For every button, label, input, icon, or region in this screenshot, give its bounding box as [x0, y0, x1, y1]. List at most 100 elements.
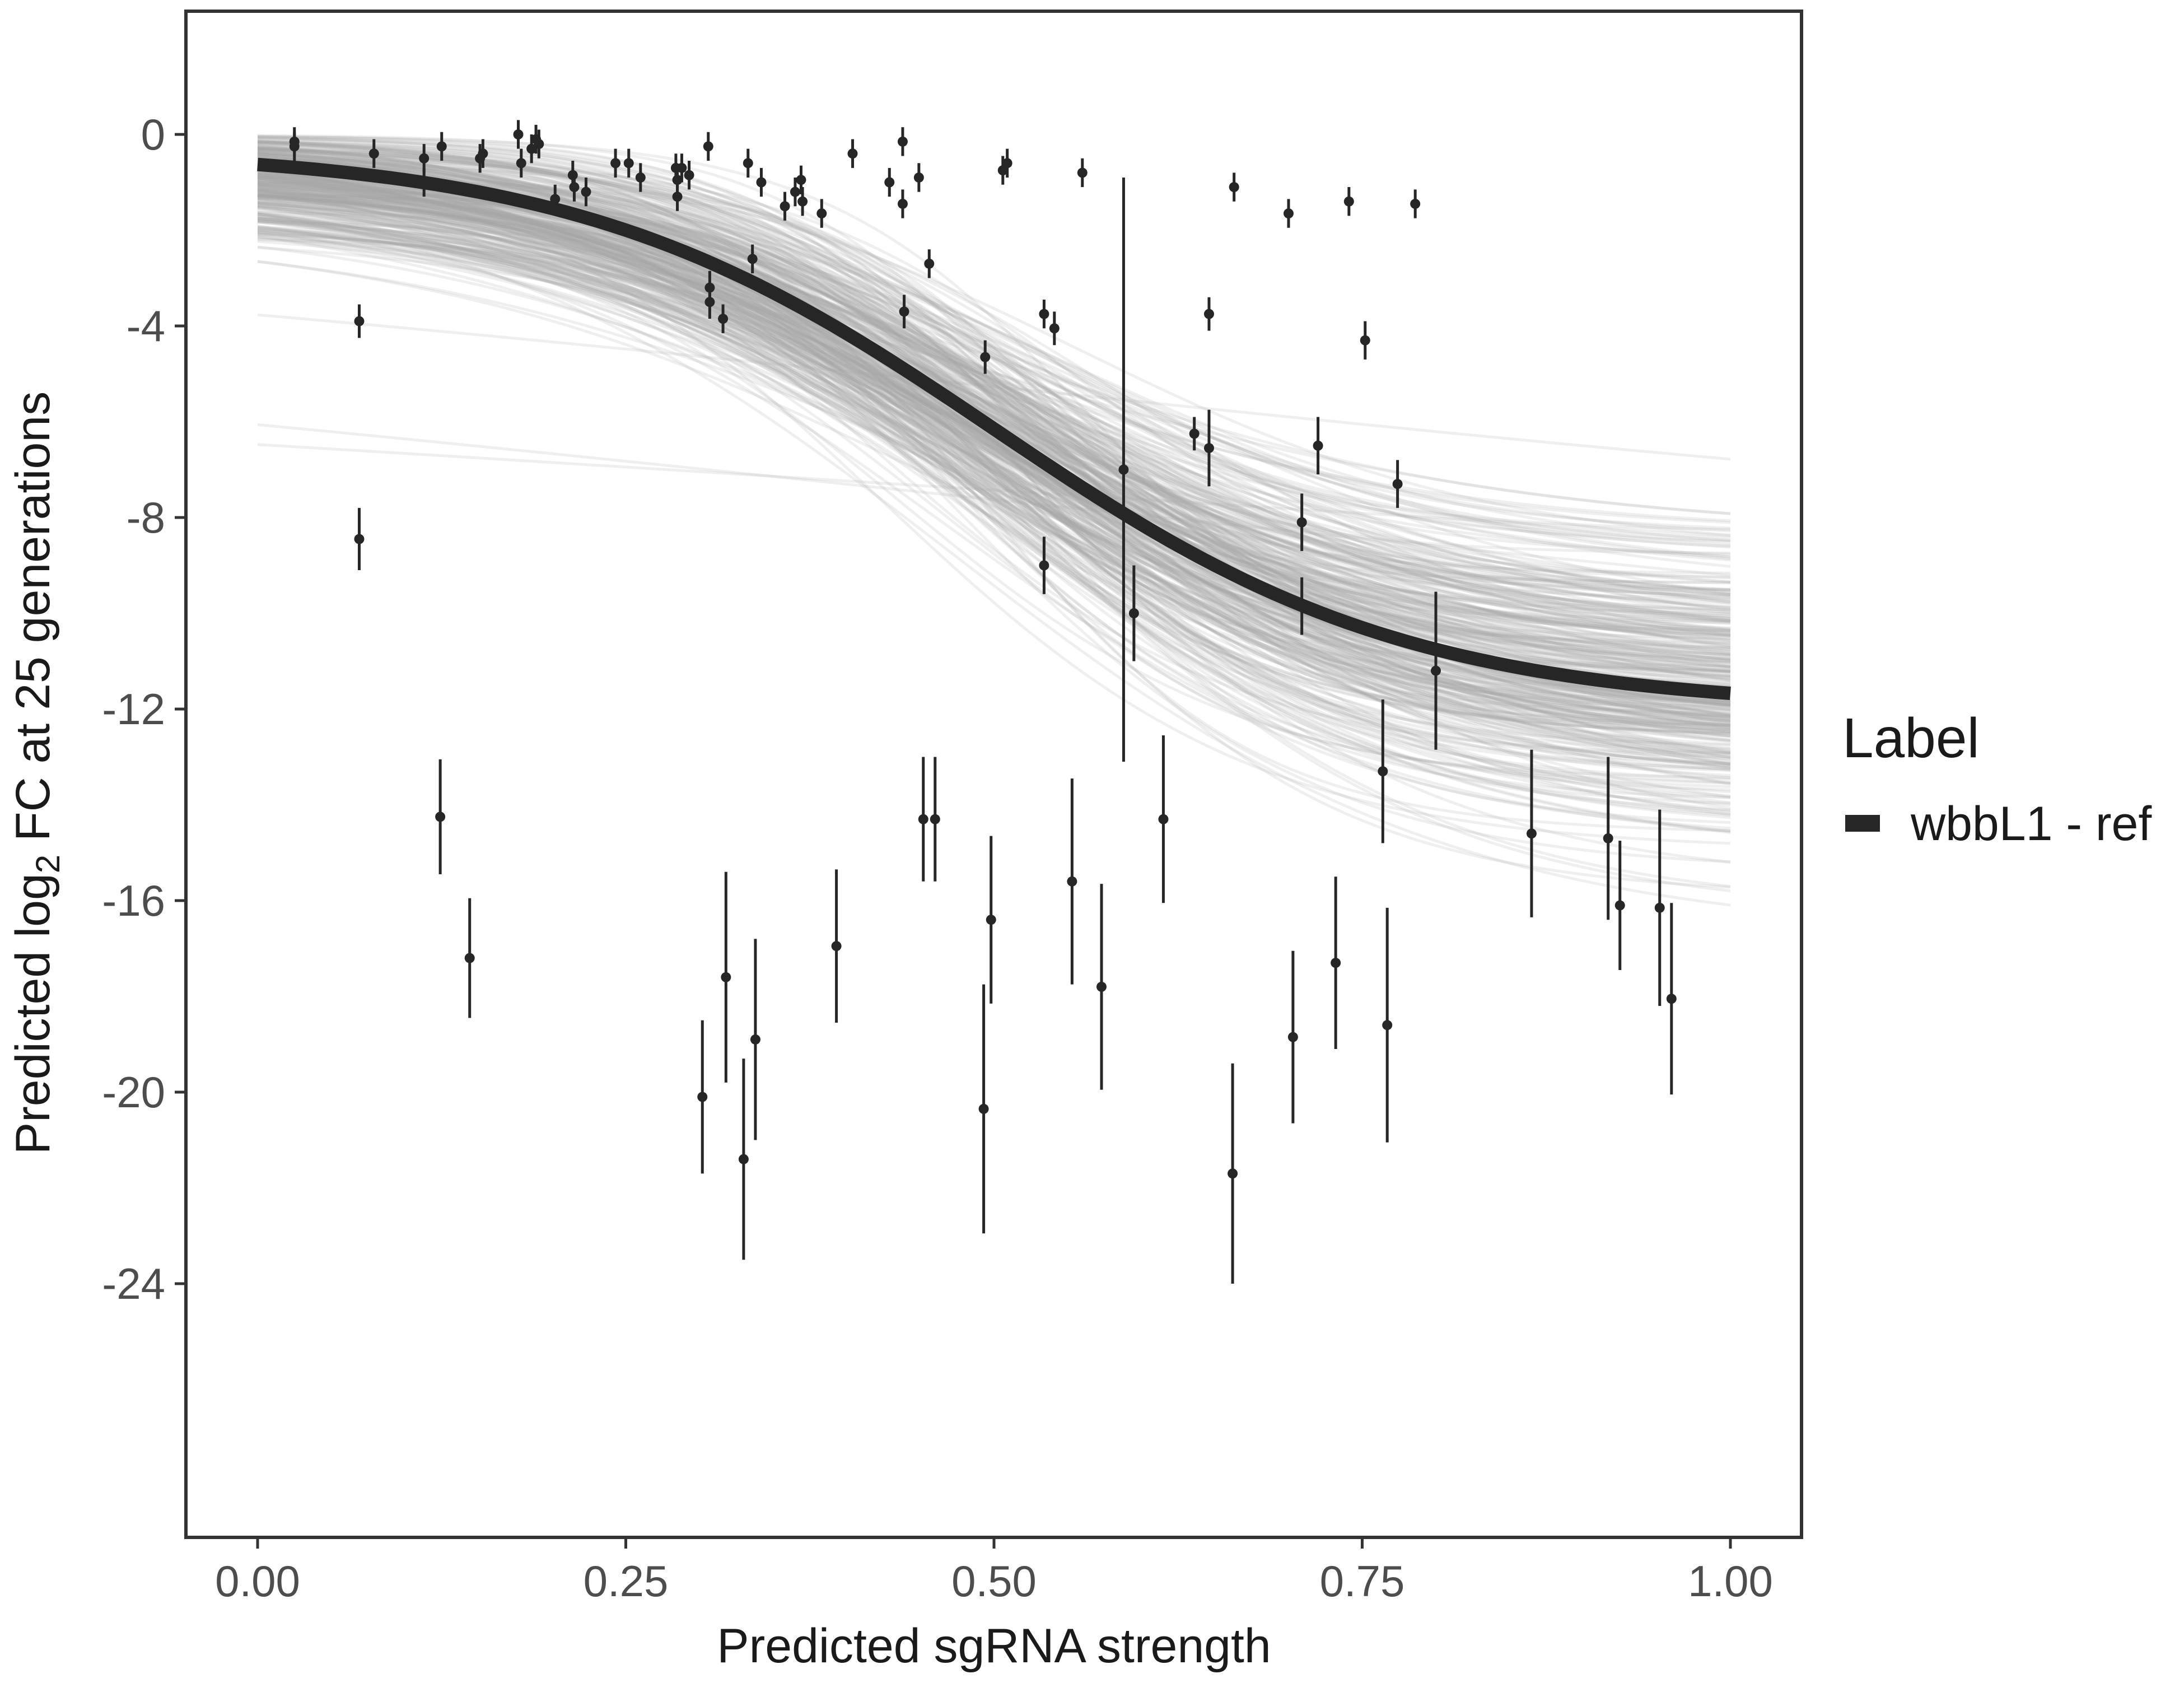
posterior-draw-line [257, 204, 1731, 726]
posterior-draw-line [257, 173, 1731, 668]
posterior-draw-line [257, 169, 1731, 729]
posterior-draw-line [257, 157, 1731, 558]
posterior-draw-line [257, 260, 1731, 707]
y-tick-label: -4 [127, 301, 165, 351]
posterior-draw-line [257, 192, 1731, 682]
posterior-draw-line [257, 183, 1731, 743]
posterior-draw-line [257, 203, 1731, 786]
data-point [704, 297, 715, 307]
posterior-draw-line [257, 164, 1731, 705]
posterior-draw-line [257, 232, 1731, 548]
posterior-draw-line [257, 199, 1731, 754]
posterior-draw-line [257, 178, 1731, 690]
posterior-draw-line [257, 238, 1731, 623]
posterior-draw-line [257, 135, 1731, 584]
posterior-draw-line [257, 190, 1731, 611]
posterior-draw-line [257, 169, 1731, 807]
data-point [1049, 323, 1060, 334]
data-point [780, 201, 790, 212]
data-point [567, 170, 578, 180]
posterior-draw-line [257, 150, 1731, 728]
posterior-draw-line [257, 205, 1731, 770]
data-point [750, 1034, 760, 1045]
posterior-draw-line [257, 193, 1731, 653]
posterior-draw-line [257, 217, 1731, 706]
posterior-draw-line [257, 178, 1731, 523]
posterior-draw-line [257, 211, 1731, 655]
data-point [1287, 1032, 1298, 1042]
posterior-draw-line [257, 177, 1731, 720]
posterior-draw-line [257, 213, 1731, 788]
posterior-draw-line [257, 146, 1731, 768]
posterior-draw-line [257, 148, 1731, 664]
posterior-draw-line [257, 205, 1731, 646]
posterior-draw-line [257, 175, 1731, 612]
posterior-draw-line [257, 194, 1731, 722]
posterior-draw-line [257, 187, 1731, 772]
posterior-draw-line [257, 136, 1731, 640]
data-point [721, 972, 731, 982]
posterior-draw-line [257, 194, 1731, 524]
posterior-draw-line [257, 169, 1731, 673]
data-point [897, 136, 908, 147]
posterior-draw-line [257, 147, 1731, 603]
posterior-draw-line [257, 157, 1731, 608]
data-point [1228, 1168, 1238, 1179]
posterior-draw-line [257, 181, 1731, 592]
posterior-draw-line [257, 148, 1731, 537]
data-point [1360, 335, 1370, 346]
posterior-draw-line [257, 216, 1731, 655]
data-point [676, 162, 687, 173]
data-point [435, 812, 446, 822]
posterior-draw-line [257, 313, 1731, 461]
posterior-draw-line [257, 230, 1731, 638]
x-tick-label: 0.50 [951, 1556, 1037, 1606]
posterior-draw-line [257, 139, 1731, 824]
data-point [354, 534, 365, 544]
posterior-draw-line [257, 162, 1731, 652]
posterior-draw-line [257, 197, 1731, 714]
posterior-draw-line [257, 137, 1731, 554]
posterior-draw-line [257, 202, 1731, 722]
posterior-draw-line [257, 181, 1731, 657]
posterior-draw-line [257, 151, 1731, 616]
data-point [790, 187, 800, 197]
posterior-draw-line [257, 218, 1731, 668]
data-point [703, 141, 713, 152]
posterior-draw-line [257, 152, 1731, 738]
data-point [1203, 309, 1214, 319]
data-point [747, 254, 758, 264]
posterior-draw-line [257, 194, 1731, 549]
posterior-band [257, 134, 1731, 907]
posterior-draw-line [257, 144, 1731, 611]
posterior-draw-line [257, 148, 1731, 635]
posterior-draw-line [257, 147, 1731, 592]
posterior-draw-line [257, 164, 1731, 579]
data-point [1343, 196, 1354, 207]
posterior-draw-line [257, 197, 1731, 694]
posterior-draw-line [257, 188, 1731, 620]
posterior-draw-line [257, 170, 1731, 558]
data-point [1002, 158, 1012, 169]
posterior-draw-line [257, 156, 1731, 647]
posterior-draw-line [257, 194, 1731, 726]
posterior-draw-line [257, 193, 1731, 719]
legend-label-wbbL1-ref: wbbL1 - ref [1910, 797, 2152, 851]
posterior-draw-line [257, 192, 1731, 738]
posterior-draw-line [257, 162, 1731, 603]
posterior-draw-line [257, 168, 1731, 704]
posterior-draw-line [257, 208, 1731, 754]
x-tick-label: 0.00 [215, 1556, 300, 1606]
data-point [924, 258, 935, 269]
posterior-draw-line [257, 211, 1731, 770]
posterior-draw-line [257, 228, 1731, 649]
posterior-draw-line [257, 229, 1731, 651]
posterior-draw-line [257, 187, 1731, 616]
data-point [1392, 479, 1403, 489]
posterior-draw-line [257, 180, 1731, 599]
posterior-draw-line [257, 173, 1731, 609]
posterior-draw-line [257, 220, 1731, 580]
posterior-draw-line [257, 203, 1731, 817]
x-axis: 0.00 0.25 0.50 0.75 1.00 [215, 1537, 1773, 1606]
posterior-draw-line [257, 139, 1731, 556]
